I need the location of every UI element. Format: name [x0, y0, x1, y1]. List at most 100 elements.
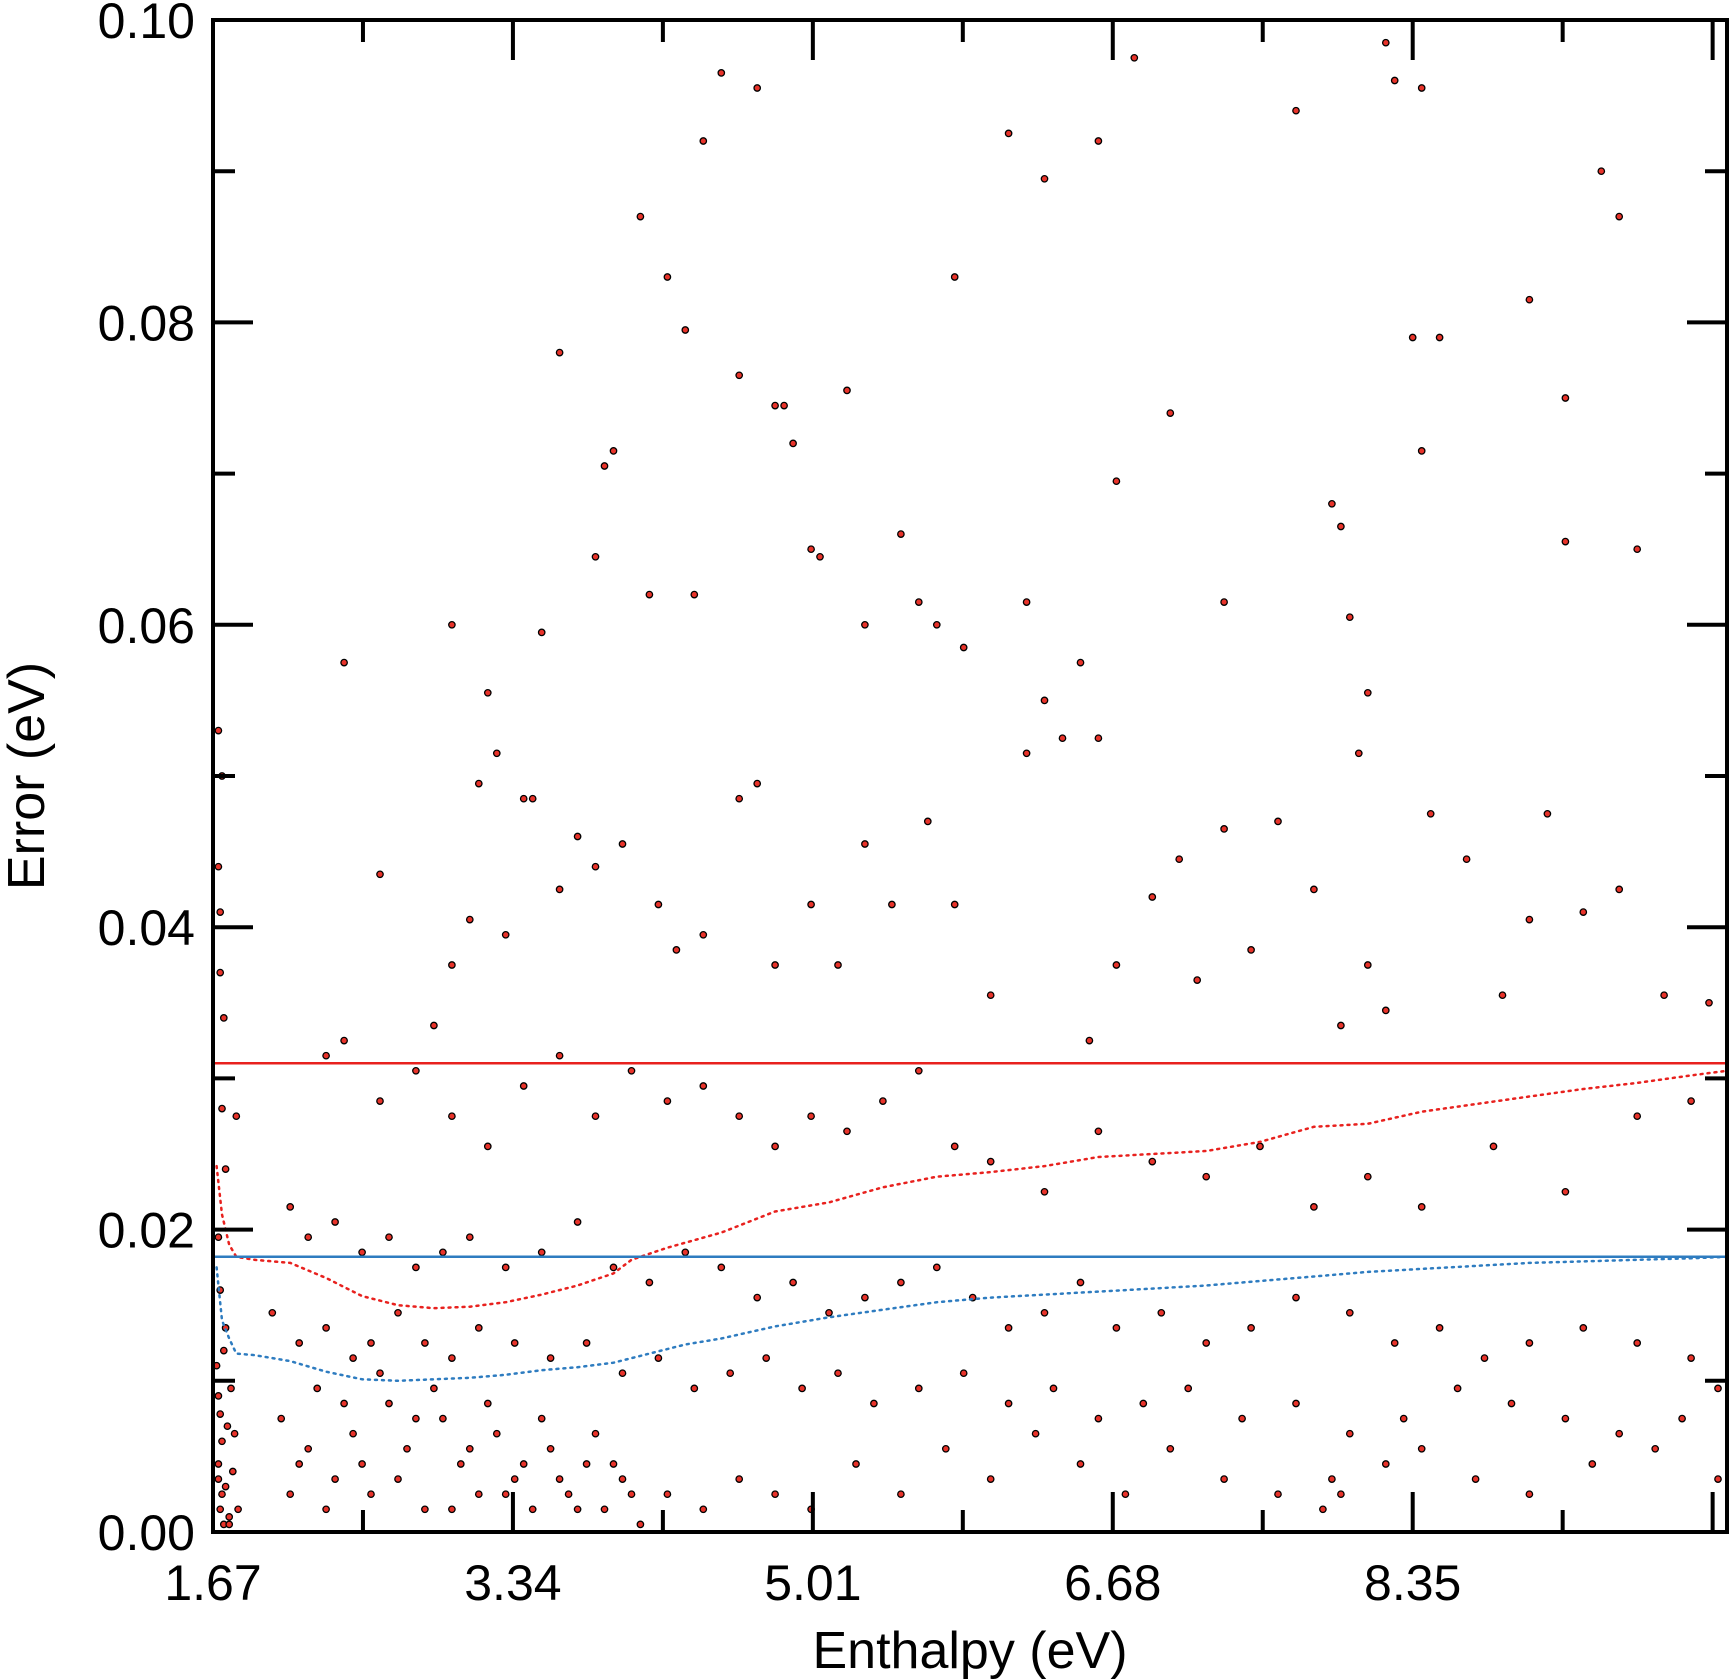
- scatter-point: [753, 84, 762, 92]
- scatter-point: [340, 658, 348, 667]
- scatter-point: [1022, 598, 1031, 606]
- plot-marks: [213, 38, 1727, 1529]
- scatter-point: [618, 1369, 627, 1378]
- scatter-point: [216, 968, 225, 977]
- scatter-point: [609, 1263, 618, 1272]
- scatter-point: [1220, 825, 1228, 833]
- scatter-point: [474, 1490, 483, 1499]
- scatter-point: [663, 1490, 672, 1499]
- y-tick-label: 0.02: [98, 1203, 195, 1259]
- scatter-point: [816, 552, 824, 561]
- axis-ticks: 1.67 3.34 5.01 6.68 8.35 0.00 0.02 0.04 0.06 0.08…: [98, 0, 1727, 1611]
- scatter-point: [834, 1369, 842, 1378]
- scatter-point: [331, 1218, 339, 1226]
- scatter-point: [349, 1429, 357, 1438]
- scatter-point: [1022, 749, 1031, 758]
- scatter-point: [483, 688, 492, 697]
- plot-area: [213, 38, 1727, 1529]
- scatter-point: [897, 1278, 905, 1287]
- scatter-point: [537, 628, 546, 637]
- scatter-point: [1058, 734, 1067, 743]
- scatter-point: [1112, 477, 1121, 486]
- scatter-point: [986, 1157, 995, 1166]
- scatter-point: [1597, 167, 1606, 176]
- scatter-point: [1525, 915, 1534, 924]
- scatter-point: [699, 1505, 708, 1514]
- scatter-point: [645, 1278, 654, 1287]
- scatter-point: [1408, 333, 1417, 342]
- scatter-point: [762, 1354, 771, 1362]
- scatter-point: [234, 1505, 242, 1514]
- scatter-point: [403, 1444, 411, 1453]
- scatter-point: [1354, 749, 1363, 758]
- scatter-point: [1076, 1460, 1085, 1468]
- scatter-point: [286, 1203, 295, 1211]
- scatter-point: [483, 1142, 492, 1151]
- scatter-point: [843, 386, 851, 395]
- scatter-point: [1399, 1414, 1408, 1423]
- scatter-point: [582, 1460, 591, 1468]
- scatter-point: [230, 1429, 239, 1438]
- scatter-point: [1148, 893, 1157, 901]
- y-tick-label: 0.06: [98, 598, 195, 654]
- scatter-point: [1714, 1384, 1722, 1393]
- scatter-point: [555, 1051, 564, 1060]
- scatter-point: [726, 1369, 735, 1378]
- scatter-point: [214, 1392, 223, 1400]
- x-tick-label: 1.67: [164, 1555, 261, 1611]
- scatter-point: [950, 1142, 959, 1151]
- scatter-point: [340, 1399, 348, 1408]
- scatter-point: [519, 1460, 528, 1468]
- scatter-point: [448, 1112, 456, 1121]
- scatter-point: [1031, 1429, 1040, 1438]
- scatter-point: [681, 326, 690, 334]
- scatter-point: [219, 1346, 228, 1355]
- scatter-point: [510, 1475, 519, 1483]
- scatter-point: [225, 1513, 234, 1521]
- scatter-point: [1381, 1460, 1390, 1468]
- scatter-point: [1363, 1172, 1372, 1181]
- scatter-point: [870, 1399, 878, 1408]
- scatter-point: [789, 1278, 797, 1287]
- scatter-point: [214, 1460, 223, 1468]
- scatter-point: [412, 1414, 420, 1423]
- scatter-point: [897, 1490, 905, 1499]
- scatter-point: [216, 1505, 225, 1514]
- scatter-point: [1148, 1157, 1157, 1166]
- scatter-point: [322, 1324, 330, 1332]
- scatter-point: [1579, 1324, 1588, 1332]
- y-tick-label: 0.08: [98, 295, 195, 351]
- x-tick-label: 3.34: [464, 1555, 561, 1611]
- scatter-point: [1588, 1460, 1597, 1468]
- scatter-point: [1525, 295, 1534, 304]
- scatter-point: [1678, 1414, 1686, 1423]
- scatter-point: [843, 1127, 851, 1136]
- scatter-point: [225, 1520, 234, 1529]
- scatter-point: [699, 1082, 708, 1090]
- scatter-point: [1337, 522, 1345, 531]
- scatter-point: [448, 620, 456, 629]
- scatter-point: [1292, 1293, 1300, 1302]
- scatter-point: [295, 1460, 304, 1468]
- scatter-point: [358, 1460, 366, 1468]
- scatter-point: [771, 1142, 779, 1151]
- scatter-point: [1381, 38, 1390, 47]
- scatter-point: [1687, 1354, 1695, 1362]
- scatter-point: [394, 1308, 402, 1317]
- scatter-point: [1363, 688, 1372, 697]
- scatter-point: [591, 1112, 600, 1121]
- scatter-point: [627, 1066, 636, 1075]
- scatter-point: [636, 212, 645, 221]
- scatter-point: [214, 1475, 223, 1483]
- scatter-point: [1040, 1187, 1049, 1196]
- scatter-point: [1633, 545, 1642, 554]
- scatter-point: [914, 1384, 923, 1393]
- x-axis-title: Enthalpy (eV): [812, 1622, 1127, 1679]
- scatter-point: [358, 1248, 366, 1257]
- scatter-point: [412, 1263, 420, 1272]
- scatter-point: [923, 817, 932, 826]
- scatter-point: [528, 1505, 537, 1514]
- scatter-point: [430, 1021, 438, 1030]
- scatter-point: [367, 1490, 375, 1499]
